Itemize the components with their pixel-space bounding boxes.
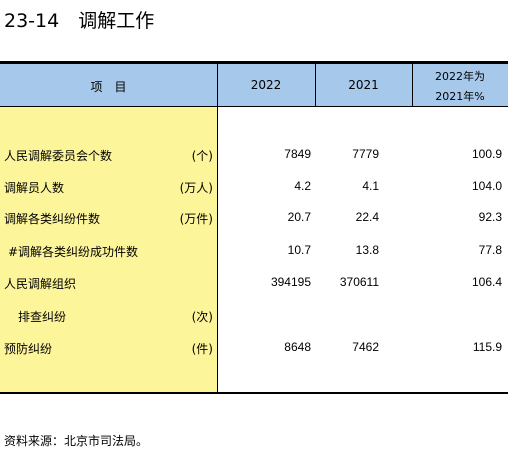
ratio: 104.0 [471,179,502,193]
value-2022: 394195 [270,275,311,289]
column-header: 2022年为 [435,70,485,83]
item-bg [0,106,217,392]
ratio: 92.3 [478,210,502,224]
column-header: 2021年% [435,90,485,103]
value-2021: 4.1 [362,179,379,193]
col-rule [412,64,413,106]
value-2021: 22.4 [355,210,379,224]
ratio: 115.9 [472,340,502,354]
value-2022: 4.2 [294,179,311,193]
row-label: 人民调解组织 [4,277,77,291]
bottom-rule [0,392,508,394]
row-label: 排查纠纷 [18,310,67,324]
value-2021: 7779 [352,147,379,161]
top-rule [0,61,508,64]
value-2022: 20.7 [287,210,311,224]
value-2022: 10.7 [287,243,311,257]
unit: (件) [191,342,213,356]
row-label: 调解各类纠纷件数 [4,212,101,226]
ratio: 106.4 [471,275,502,289]
row-label: 调解员人数 [4,181,65,195]
value-2021: 7462 [352,340,379,354]
unit: (万件) [179,212,213,226]
row-label: 预防纠纷 [4,342,53,356]
value-2022: 8648 [284,340,311,354]
column-header: 项 目 [90,80,127,94]
unit: (个) [191,149,213,163]
column-header: 2022 [250,78,282,92]
title: 23-14 调解工作 [4,10,155,32]
header-bg [0,64,508,106]
column-header: 2021 [348,78,379,92]
ratio: 100.9 [471,147,502,161]
value-2022: 7849 [284,147,311,161]
unit: (万人) [179,181,213,195]
row-label: 人民调解委员会个数 [4,149,113,163]
unit: (次) [191,310,213,324]
row-label: #调解各类纠纷成功件数 [8,245,139,259]
header-rule [0,106,508,107]
col-rule [217,64,218,392]
value-2021: 370611 [339,275,379,289]
source-note: 资料来源：北京市司法局。 [4,434,149,448]
value-2021: 13.8 [355,243,379,257]
ratio: 77.8 [478,243,502,257]
col-rule [315,64,316,106]
